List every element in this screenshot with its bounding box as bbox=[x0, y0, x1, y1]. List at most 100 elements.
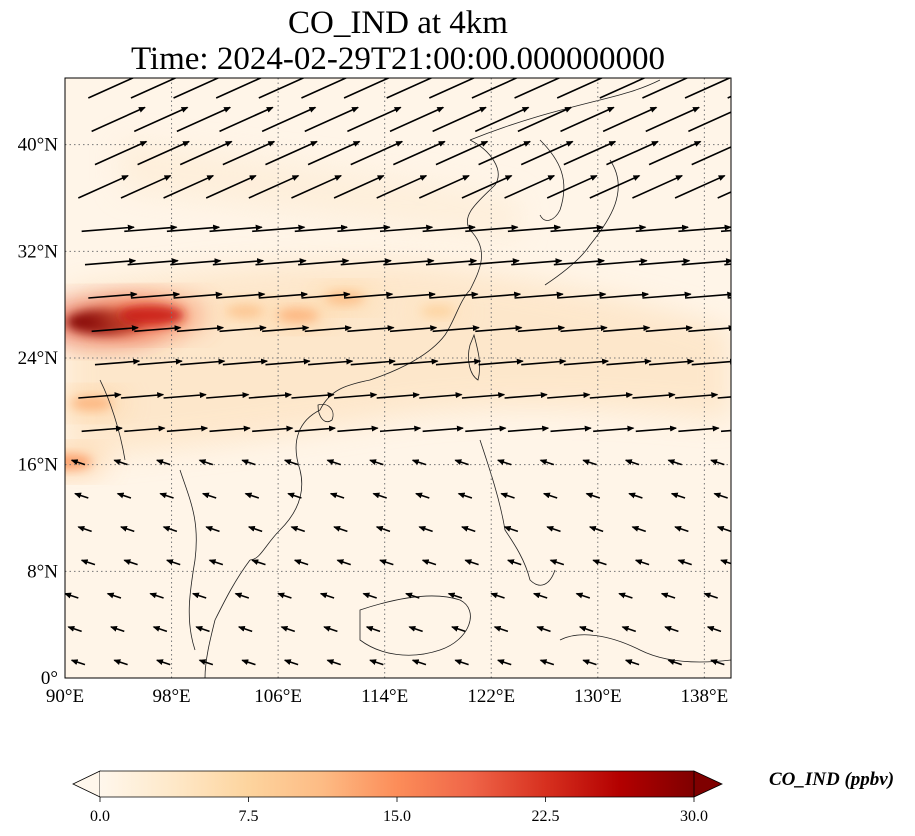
wind-arrow bbox=[337, 224, 391, 233]
wind-arrow bbox=[635, 224, 689, 233]
wind-arrow bbox=[563, 358, 610, 366]
wind-arrow bbox=[585, 492, 601, 499]
wind-arrow bbox=[216, 291, 266, 299]
wind-arrow bbox=[155, 459, 171, 466]
wind-arrow bbox=[110, 625, 125, 633]
wind-arrow bbox=[716, 525, 731, 533]
wind-arrow bbox=[152, 625, 168, 633]
wind-arrow bbox=[478, 140, 531, 166]
wind-arrow bbox=[734, 361, 778, 365]
concentration-hotspot-core bbox=[70, 396, 113, 410]
wind-arrow bbox=[593, 224, 647, 233]
colorbar-tick-label: 15.0 bbox=[383, 808, 411, 825]
wind-arrow bbox=[261, 106, 317, 133]
wind-arrow bbox=[411, 659, 427, 666]
wind-arrow bbox=[319, 592, 335, 599]
wind-arrow bbox=[198, 659, 214, 666]
wind-arrow bbox=[212, 258, 265, 266]
wind-arrow bbox=[461, 174, 513, 199]
wind-arrow bbox=[176, 325, 225, 333]
wind-arrow bbox=[674, 392, 719, 399]
wind-arrow bbox=[209, 224, 263, 233]
wind-arrow bbox=[133, 106, 189, 133]
wind-arrow bbox=[347, 106, 402, 133]
wind-arrow bbox=[428, 78, 486, 99]
map-frame bbox=[64, 77, 732, 679]
wind-arrow bbox=[376, 392, 420, 399]
wind-arrow bbox=[340, 258, 392, 266]
wind-arrow bbox=[67, 625, 82, 633]
longitude-tick-label: 138°E bbox=[681, 686, 729, 707]
wind-arrow bbox=[490, 592, 505, 599]
longitude-tick-labels: 90°E 98°E 106°E 114°E 122°E 130°E 138°E bbox=[46, 686, 728, 707]
wind-arrow bbox=[372, 492, 387, 499]
wind-arrow bbox=[106, 592, 122, 599]
wind-arrow bbox=[137, 358, 183, 366]
wind-arrow bbox=[496, 459, 512, 466]
wind-arrow bbox=[301, 291, 351, 299]
wind-arrow bbox=[149, 592, 164, 599]
wind-arrow bbox=[350, 140, 404, 166]
map-title: CO_IND at 4km bbox=[288, 5, 508, 41]
wind-arrow bbox=[421, 559, 437, 566]
wind-arrow bbox=[560, 325, 608, 333]
wind-arrow bbox=[195, 625, 210, 633]
wind-arrow bbox=[326, 459, 341, 466]
wind-arrow bbox=[520, 140, 574, 166]
map-plot-area bbox=[65, 78, 785, 678]
wind-arrow bbox=[596, 258, 648, 266]
wind-arrow bbox=[618, 592, 633, 599]
wind-arrow bbox=[645, 106, 700, 133]
wind-arrow bbox=[684, 78, 731, 99]
wind-arrow bbox=[362, 592, 377, 599]
wind-arrow bbox=[503, 525, 519, 533]
latitude-tick-label: 16°N bbox=[18, 455, 59, 476]
wind-arrow bbox=[369, 659, 384, 666]
wind-arrow bbox=[435, 358, 482, 366]
wind-arrow bbox=[155, 659, 171, 666]
wind-arrow bbox=[323, 625, 338, 633]
wind-arrow bbox=[234, 592, 250, 599]
wind-arrow bbox=[550, 425, 592, 433]
wind-arrow bbox=[375, 525, 391, 533]
wind-arrow bbox=[369, 459, 384, 466]
wind-arrow bbox=[539, 659, 555, 666]
wind-arrow bbox=[222, 358, 269, 366]
wind-arrow bbox=[87, 78, 145, 99]
wind-arrow bbox=[173, 291, 223, 299]
wind-arrow bbox=[660, 592, 676, 599]
wind-arrow bbox=[734, 142, 785, 165]
wind-arrow bbox=[307, 140, 361, 166]
coastlines bbox=[99, 79, 731, 678]
wind-arrow bbox=[532, 592, 548, 599]
wind-arrow bbox=[496, 659, 512, 666]
wind-arrow bbox=[592, 559, 607, 566]
latitude-tick-labels: 0° 8°N 16°N 24°N 32°N 40°N bbox=[18, 135, 59, 689]
longitude-tick-label: 114°E bbox=[361, 686, 408, 707]
wind-arrow bbox=[454, 659, 469, 666]
wind-arrow bbox=[727, 95, 731, 99]
wind-arrow bbox=[514, 78, 571, 99]
wind-arrow bbox=[333, 174, 385, 199]
wind-arrow bbox=[70, 459, 86, 466]
wind-arrow bbox=[251, 559, 266, 566]
wind-arrow bbox=[664, 625, 679, 633]
wind-arrow bbox=[556, 78, 614, 99]
wind-arrow bbox=[123, 559, 138, 566]
wind-arrow bbox=[457, 492, 473, 499]
wind-arrow bbox=[418, 174, 470, 199]
wind-arrow bbox=[678, 224, 731, 233]
wind-arrow bbox=[717, 396, 731, 399]
wind-arrow bbox=[691, 146, 731, 166]
wind-arrow bbox=[688, 111, 731, 133]
wind-arrow bbox=[425, 258, 478, 266]
wind-arrow bbox=[206, 392, 250, 399]
wind-arrow bbox=[504, 392, 548, 399]
wind-arrow bbox=[77, 525, 92, 533]
wind-arrow bbox=[198, 459, 214, 466]
wind-arrow bbox=[252, 425, 294, 433]
colorbar-extend-max bbox=[693, 770, 723, 798]
wind-arrow bbox=[415, 492, 430, 499]
latitude-tick-label: 24°N bbox=[18, 348, 59, 369]
wind-arrow bbox=[681, 258, 731, 266]
